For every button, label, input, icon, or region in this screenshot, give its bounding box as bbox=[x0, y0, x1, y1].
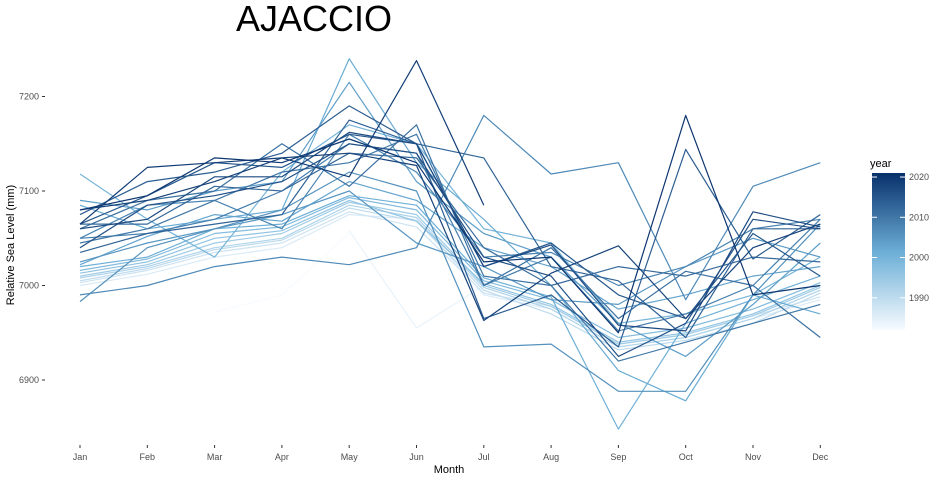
x-axis-title: Month bbox=[434, 464, 465, 476]
series-line-1990 bbox=[79, 207, 821, 351]
x-tick-label: Jul bbox=[478, 452, 490, 462]
y-tick-label: 7000 bbox=[19, 281, 39, 291]
series-line-2007 bbox=[79, 114, 821, 301]
x-tick-label: Oct bbox=[679, 452, 694, 462]
series-lines bbox=[79, 58, 821, 430]
series-line-2010 bbox=[79, 133, 821, 362]
legend-colorbar bbox=[872, 173, 905, 330]
series-line-2020 bbox=[79, 114, 821, 334]
x-tick-label: Mar bbox=[207, 452, 223, 462]
x-tick-label: Apr bbox=[275, 452, 289, 462]
x-tick-label: Dec bbox=[812, 452, 829, 462]
series-line-2013 bbox=[79, 119, 821, 339]
series-line-2006 bbox=[79, 171, 821, 392]
y-axis-title: Relative Sea Level (mm) bbox=[5, 185, 17, 305]
chart-title: AJACCIO bbox=[236, 0, 392, 39]
x-tick-label: Jan bbox=[73, 452, 88, 462]
series-line-2015 bbox=[79, 133, 821, 320]
series-line-2002 bbox=[79, 58, 821, 402]
series-line-2005 bbox=[79, 190, 821, 305]
y-axis: 6900 7000 7100 7200 bbox=[19, 92, 45, 385]
series-line-2019 bbox=[79, 60, 485, 225]
series-line-1986 bbox=[79, 214, 821, 348]
series-line-2008 bbox=[79, 133, 821, 287]
x-tick-label: Aug bbox=[543, 452, 559, 462]
series-line-1984 bbox=[348, 230, 485, 329]
x-tick-label: Sep bbox=[610, 452, 626, 462]
series-line-2012 bbox=[80, 152, 821, 287]
legend-tick-label: 1990 bbox=[909, 293, 929, 303]
legend-tick-label: 2020 bbox=[909, 172, 929, 182]
series-line-2014 bbox=[79, 105, 821, 348]
series-line-1996 bbox=[79, 199, 821, 343]
color-legend: year 1990 2000 2010 2020 bbox=[870, 158, 929, 330]
y-tick-label: 7200 bbox=[19, 92, 39, 102]
series-line-1994 bbox=[79, 201, 821, 345]
series-line-1982 bbox=[214, 233, 350, 313]
series-line-2004 bbox=[79, 81, 821, 357]
series-line-2009 bbox=[79, 143, 821, 332]
x-tick-label: Feb bbox=[140, 452, 156, 462]
series-line-2018 bbox=[79, 152, 821, 322]
y-tick-label: 6900 bbox=[19, 375, 39, 385]
x-tick-label: May bbox=[341, 452, 359, 462]
series-line-1998 bbox=[79, 197, 821, 339]
x-tick-label: Nov bbox=[745, 452, 762, 462]
series-line-2003 bbox=[79, 181, 821, 310]
legend-tick-label: 2010 bbox=[909, 212, 929, 222]
x-axis: Jan Feb Mar Apr May Jun Jul Aug Sep Oct Nov Dec bbox=[73, 445, 829, 462]
x-tick-label: Jun bbox=[409, 452, 424, 462]
series-line-2017 bbox=[79, 131, 821, 332]
legend-title: year bbox=[870, 158, 892, 170]
y-tick-label: 7100 bbox=[19, 186, 39, 196]
legend-tick-label: 2000 bbox=[909, 253, 929, 263]
